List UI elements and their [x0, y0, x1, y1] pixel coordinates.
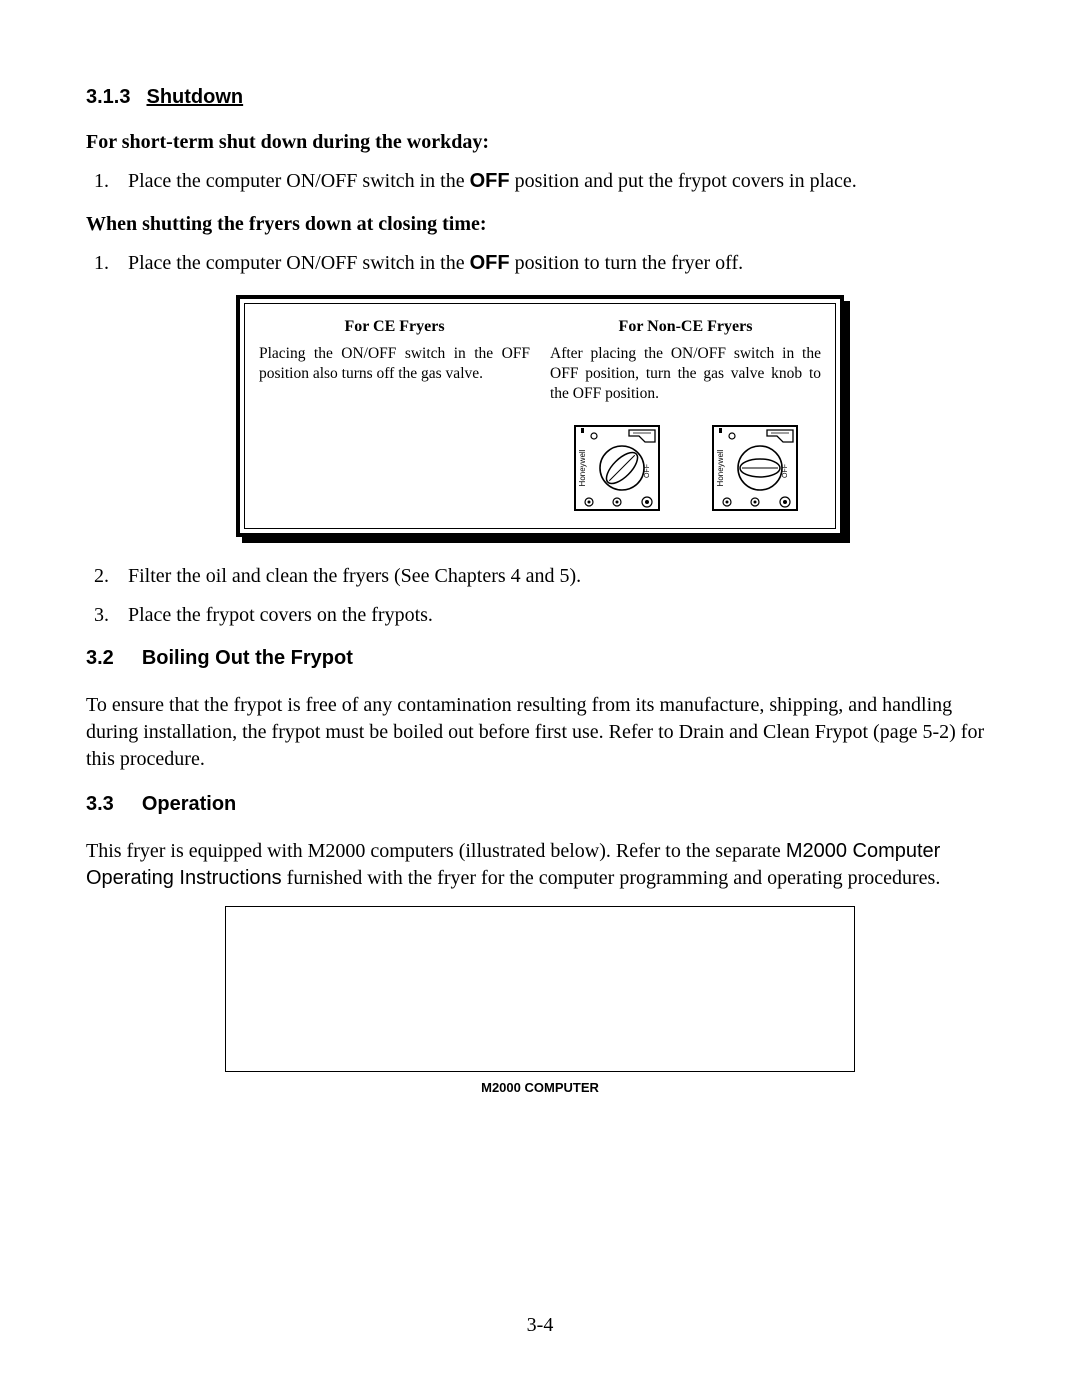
valve-knob [740, 459, 780, 477]
valve-brand-label: Honeywell [578, 450, 587, 487]
text-run: furnished with the fryer for the compute… [282, 867, 941, 889]
list-number: 3. [86, 602, 128, 629]
section-32-heading: 3.2 Boiling Out the Frypot [86, 647, 994, 670]
list-body: Place the computer ON/OFF switch in the … [128, 168, 994, 195]
box-columns: For CE Fryers Placing the ON/OFF switch … [259, 318, 821, 518]
closing-heading: When shutting the fryers down at closing… [86, 213, 994, 236]
ce-text: Placing the ON/OFF switch in the OFF pos… [259, 344, 530, 384]
section-313-title: Shutdown [146, 86, 243, 108]
valve-off-label: OFF [644, 464, 651, 478]
valve-off-label: OFF [782, 464, 789, 478]
section-313-number: 3.1.3 [86, 86, 130, 108]
valve-brand-label: Honeywell [716, 450, 725, 487]
ce-fryers-column: For CE Fryers Placing the ON/OFF switch … [259, 318, 530, 518]
fryer-info-box: For CE Fryers Placing the ON/OFF switch … [236, 295, 844, 537]
section-33-heading: 3.3 Operation [86, 793, 994, 816]
m2000-caption: M2000 COMPUTER [86, 1080, 994, 1095]
text-run: This fryer is equipped with M2000 comput… [86, 840, 786, 862]
text-run: position and put the frypot covers in pl… [510, 170, 857, 192]
list-body: Place the frypot covers on the frypots. [128, 602, 994, 629]
closing-list-23: 2. Filter the oil and clean the fryers (… [86, 563, 994, 629]
nonce-header: For Non-CE Fryers [550, 318, 821, 336]
list-item: 1. Place the computer ON/OFF switch in t… [86, 168, 994, 195]
section-313-heading: 3.1.3 Shutdown [86, 86, 994, 109]
list-number: 2. [86, 563, 128, 590]
nonce-fryers-column: For Non-CE Fryers After placing the ON/O… [550, 318, 821, 518]
list-item: 3. Place the frypot covers on the frypot… [86, 602, 994, 629]
section-33-title: Operation [142, 793, 236, 815]
closing-list-1: 1. Place the computer ON/OFF switch in t… [86, 250, 994, 277]
gas-valves-row: Honeywell [550, 418, 821, 518]
gas-valve-icon: Honeywell [705, 418, 805, 518]
list-item: 1. Place the computer ON/OFF switch in t… [86, 250, 994, 277]
section-33-paragraph: This fryer is equipped with M2000 comput… [86, 838, 994, 892]
off-keyword: OFF [470, 170, 510, 192]
text-run: position to turn the fryer off. [510, 252, 743, 274]
m2000-computer-illustration [225, 906, 855, 1072]
section-33-number: 3.3 [86, 793, 114, 815]
page-number: 3-4 [0, 1314, 1080, 1337]
section-32-title: Boiling Out the Frypot [142, 647, 353, 669]
gas-valve-icon: Honeywell [567, 418, 667, 518]
box-outer-border: For CE Fryers Placing the ON/OFF switch … [236, 295, 844, 537]
document-page: 3.1.3 Shutdown For short-term shut down … [0, 0, 1080, 1397]
list-item: 2. Filter the oil and clean the fryers (… [86, 563, 994, 590]
section-32-number: 3.2 [86, 647, 114, 669]
ce-header: For CE Fryers [259, 318, 530, 336]
box-inner-border: For CE Fryers Placing the ON/OFF switch … [244, 303, 836, 529]
text-run: Place the computer ON/OFF switch in the [128, 170, 470, 192]
list-body: Filter the oil and clean the fryers (See… [128, 563, 994, 590]
list-number: 1. [86, 168, 128, 195]
text-run: Place the computer ON/OFF switch in the [128, 252, 470, 274]
list-number: 1. [86, 250, 128, 277]
nonce-text: After placing the ON/OFF switch in the O… [550, 344, 821, 404]
section-32-paragraph: To ensure that the frypot is free of any… [86, 692, 994, 773]
off-keyword: OFF [470, 252, 510, 274]
short-term-heading: For short-term shut down during the work… [86, 131, 994, 154]
list-body: Place the computer ON/OFF switch in the … [128, 250, 994, 277]
short-term-list: 1. Place the computer ON/OFF switch in t… [86, 168, 994, 195]
